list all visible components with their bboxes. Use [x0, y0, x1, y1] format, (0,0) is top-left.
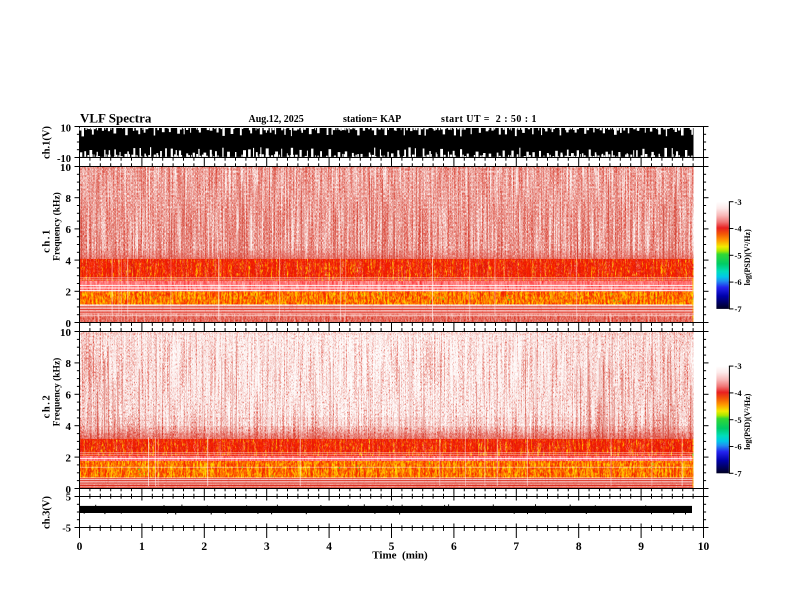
svg-text:5: 5 — [389, 541, 395, 553]
svg-text:Frequency (kHz): Frequency (kHz) — [52, 192, 63, 261]
svg-text:station= KAP: station= KAP — [343, 114, 401, 125]
svg-text:2: 2 — [66, 287, 72, 299]
svg-text:0: 0 — [66, 484, 72, 496]
svg-text:ch.1(V): ch.1(V) — [42, 126, 53, 159]
svg-text:4: 4 — [326, 541, 332, 553]
svg-text:0: 0 — [66, 318, 72, 330]
svg-text:6: 6 — [451, 541, 457, 553]
svg-text:9: 9 — [638, 541, 644, 553]
svg-text:-4: -4 — [735, 224, 743, 234]
svg-text:log(PSD)(V²/Hz): log(PSD)(V²/Hz) — [743, 229, 752, 286]
svg-text:VLF Spectra: VLF Spectra — [80, 110, 152, 125]
svg-text:-7: -7 — [735, 468, 743, 478]
svg-text:ch.3(V): ch.3(V) — [42, 496, 53, 529]
svg-text:Frequency (kHz): Frequency (kHz) — [52, 358, 63, 427]
svg-text:Time (min): Time (min) — [372, 550, 428, 562]
svg-text:-5: -5 — [62, 524, 71, 535]
svg-text:10: 10 — [60, 162, 72, 174]
svg-text:2: 2 — [66, 452, 72, 464]
svg-text:ch.1: ch.1 — [42, 228, 53, 253]
svg-text:1: 1 — [139, 541, 145, 553]
svg-text:8: 8 — [66, 193, 72, 205]
svg-text:-6: -6 — [735, 277, 742, 287]
svg-text:-4: -4 — [735, 388, 743, 398]
svg-text:7: 7 — [513, 541, 519, 553]
svg-text:5: 5 — [66, 493, 71, 504]
svg-text:-3: -3 — [735, 361, 742, 371]
svg-text:-5: -5 — [735, 250, 742, 260]
svg-text:6: 6 — [66, 390, 72, 402]
svg-text:-5: -5 — [735, 415, 742, 425]
svg-text:4: 4 — [66, 421, 72, 433]
svg-text:3: 3 — [264, 541, 270, 553]
svg-text:0: 0 — [77, 541, 83, 553]
svg-text:10: 10 — [61, 123, 72, 134]
svg-text:Aug.12, 2025: Aug.12, 2025 — [249, 114, 304, 125]
svg-text:start UT = 2 : 50 : 1: start UT = 2 : 50 : 1 — [441, 114, 537, 125]
svg-text:8: 8 — [66, 358, 72, 370]
svg-text:log(PSD)(V²/Hz): log(PSD)(V²/Hz) — [743, 393, 752, 450]
svg-text:10: 10 — [60, 327, 72, 339]
svg-text:8: 8 — [576, 541, 582, 553]
svg-text:6: 6 — [66, 224, 72, 236]
svg-text:-7: -7 — [735, 304, 743, 314]
svg-text:ch.2: ch.2 — [42, 394, 53, 419]
svg-text:-3: -3 — [735, 197, 742, 207]
svg-text:2: 2 — [201, 541, 207, 553]
svg-text:10: 10 — [698, 541, 710, 553]
svg-text:4: 4 — [66, 255, 72, 267]
svg-text:-10: -10 — [57, 154, 71, 165]
svg-text:-6: -6 — [735, 442, 742, 452]
